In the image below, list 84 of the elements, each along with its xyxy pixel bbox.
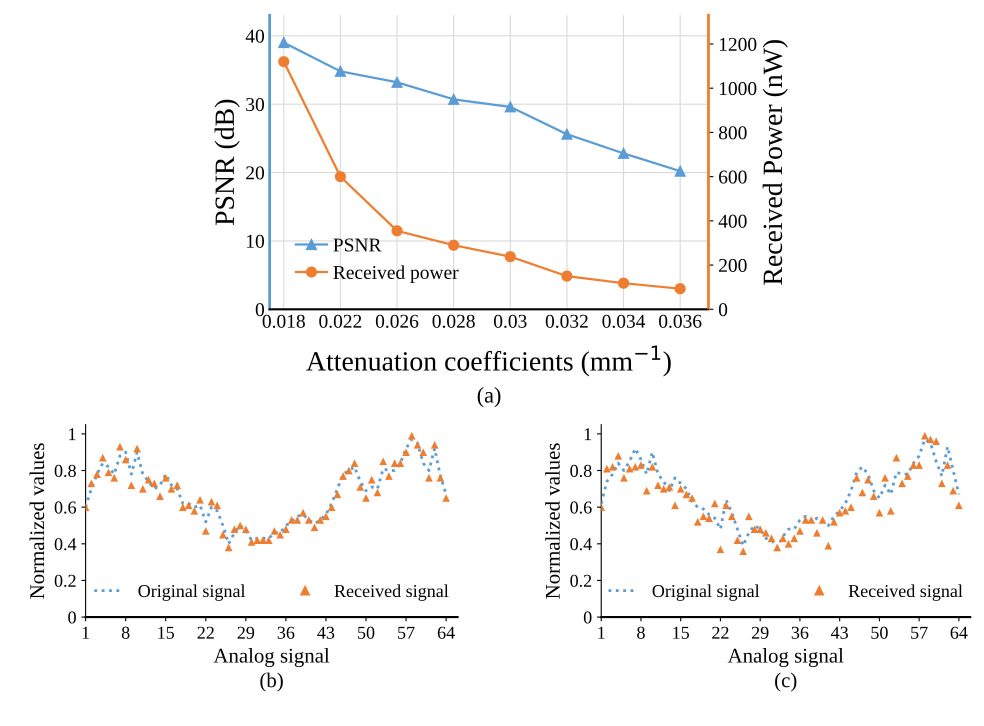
text: (c) [775, 672, 796, 692]
y-tick-label: 0 [584, 611, 592, 624]
y-tick-label: 1 [584, 428, 592, 440]
y2-axis-title: Received Power (nW) [762, 40, 788, 285]
point [618, 278, 630, 289]
point [391, 76, 403, 88]
legend-label: PSNR [333, 238, 382, 252]
point [334, 66, 346, 77]
text: (b) [260, 672, 283, 692]
point [618, 148, 630, 159]
legend-label: Original signal [138, 584, 246, 601]
x-tick-label: 64 [950, 626, 968, 639]
y-tick-label: 0.6 [54, 501, 76, 514]
x-tick-label: 8 [637, 626, 645, 639]
x-tick-label: 64 [438, 626, 455, 639]
y-tick-label: 0.4 [570, 538, 592, 550]
x-axis-title: Analog signal [728, 648, 844, 668]
x-tick-label: 0.028 [432, 314, 475, 328]
y-tick-label: 40 [246, 30, 264, 43]
x-axis-title: Analog signal [214, 648, 330, 668]
point [334, 171, 346, 182]
y-tick-label: 20 [246, 166, 264, 180]
x-tick-label: 0.018 [262, 314, 305, 328]
y-tick-label: 0.2 [54, 574, 76, 587]
y-tick-label: 0 [68, 611, 76, 624]
point [561, 270, 572, 282]
y2-tick-label: 1000 [720, 82, 756, 96]
x-tick-label: 8 [122, 626, 130, 639]
point [504, 251, 516, 262]
x-tick-label: 57 [398, 626, 415, 639]
y-axis-title: PSNR (dB) [214, 100, 240, 226]
legend-label: Received signal [848, 584, 963, 601]
y-tick-label: 0 [256, 303, 264, 316]
x-tick-label: 22 [198, 626, 214, 639]
point [278, 37, 290, 48]
y-tick-label: 10 [247, 234, 264, 248]
y2-tick-label: 0 [718, 303, 728, 316]
text: (a) [478, 387, 500, 408]
legend-label: Original signal [652, 584, 760, 601]
y-tick-label: 0.8 [570, 464, 592, 478]
point [674, 283, 686, 294]
x-tick-label: 36 [278, 626, 294, 639]
x-tick-label: 50 [358, 626, 374, 639]
x-tick-label: 1 [598, 626, 605, 639]
x-tick-label: 0.022 [319, 314, 362, 328]
x-tick-label: 0.03 [494, 314, 527, 328]
x-tick-label: 0.032 [546, 314, 588, 328]
legend-label: Received signal [334, 584, 448, 601]
y-tick-label: 1 [69, 428, 76, 440]
x-axis-title: Attenuation coefficients (mm$^{−1}$) [306, 346, 671, 376]
x-tick-label: 29 [752, 626, 768, 639]
x-tick-label: 15 [673, 626, 690, 639]
x-tick-label: 0.026 [376, 314, 418, 328]
y2-tick-label: 800 [718, 126, 747, 140]
x-tick-label: 22 [712, 626, 728, 639]
x-tick-label: 57 [911, 626, 928, 639]
point [561, 128, 572, 140]
y2-tick-label: 600 [719, 170, 747, 184]
x-tick-label: 43 [317, 626, 334, 639]
x-tick-label: 43 [830, 626, 848, 639]
x-tick-label: 36 [792, 626, 808, 639]
point [448, 94, 460, 105]
y-tick-label: 0.8 [54, 464, 76, 478]
legend-label: Received power [333, 265, 458, 283]
point [391, 225, 403, 236]
x-tick-label: 50 [871, 626, 888, 639]
y-tick-label: 0.4 [54, 538, 76, 550]
x-tick-label: 0.034 [602, 314, 646, 328]
x-tick-label: 0.036 [659, 314, 702, 328]
x-tick-label: 29 [238, 626, 254, 639]
point [448, 240, 460, 251]
y2-tick-label: 1200 [720, 38, 756, 51]
x-tick-label: 1 [82, 626, 90, 639]
y-tick-label: 0.6 [570, 501, 592, 514]
y-axis-title: Normalized values [545, 443, 560, 599]
y-tick-label: 30 [246, 98, 264, 112]
point [674, 166, 686, 177]
point [278, 56, 290, 68]
y-tick-label: 0.2 [570, 574, 592, 587]
y2-tick-label: 200 [719, 258, 747, 272]
x-tick-label: 15 [158, 626, 174, 639]
point [504, 101, 516, 112]
y2-tick-label: 400 [718, 214, 747, 228]
y-axis-title: Normalized values [30, 443, 44, 599]
